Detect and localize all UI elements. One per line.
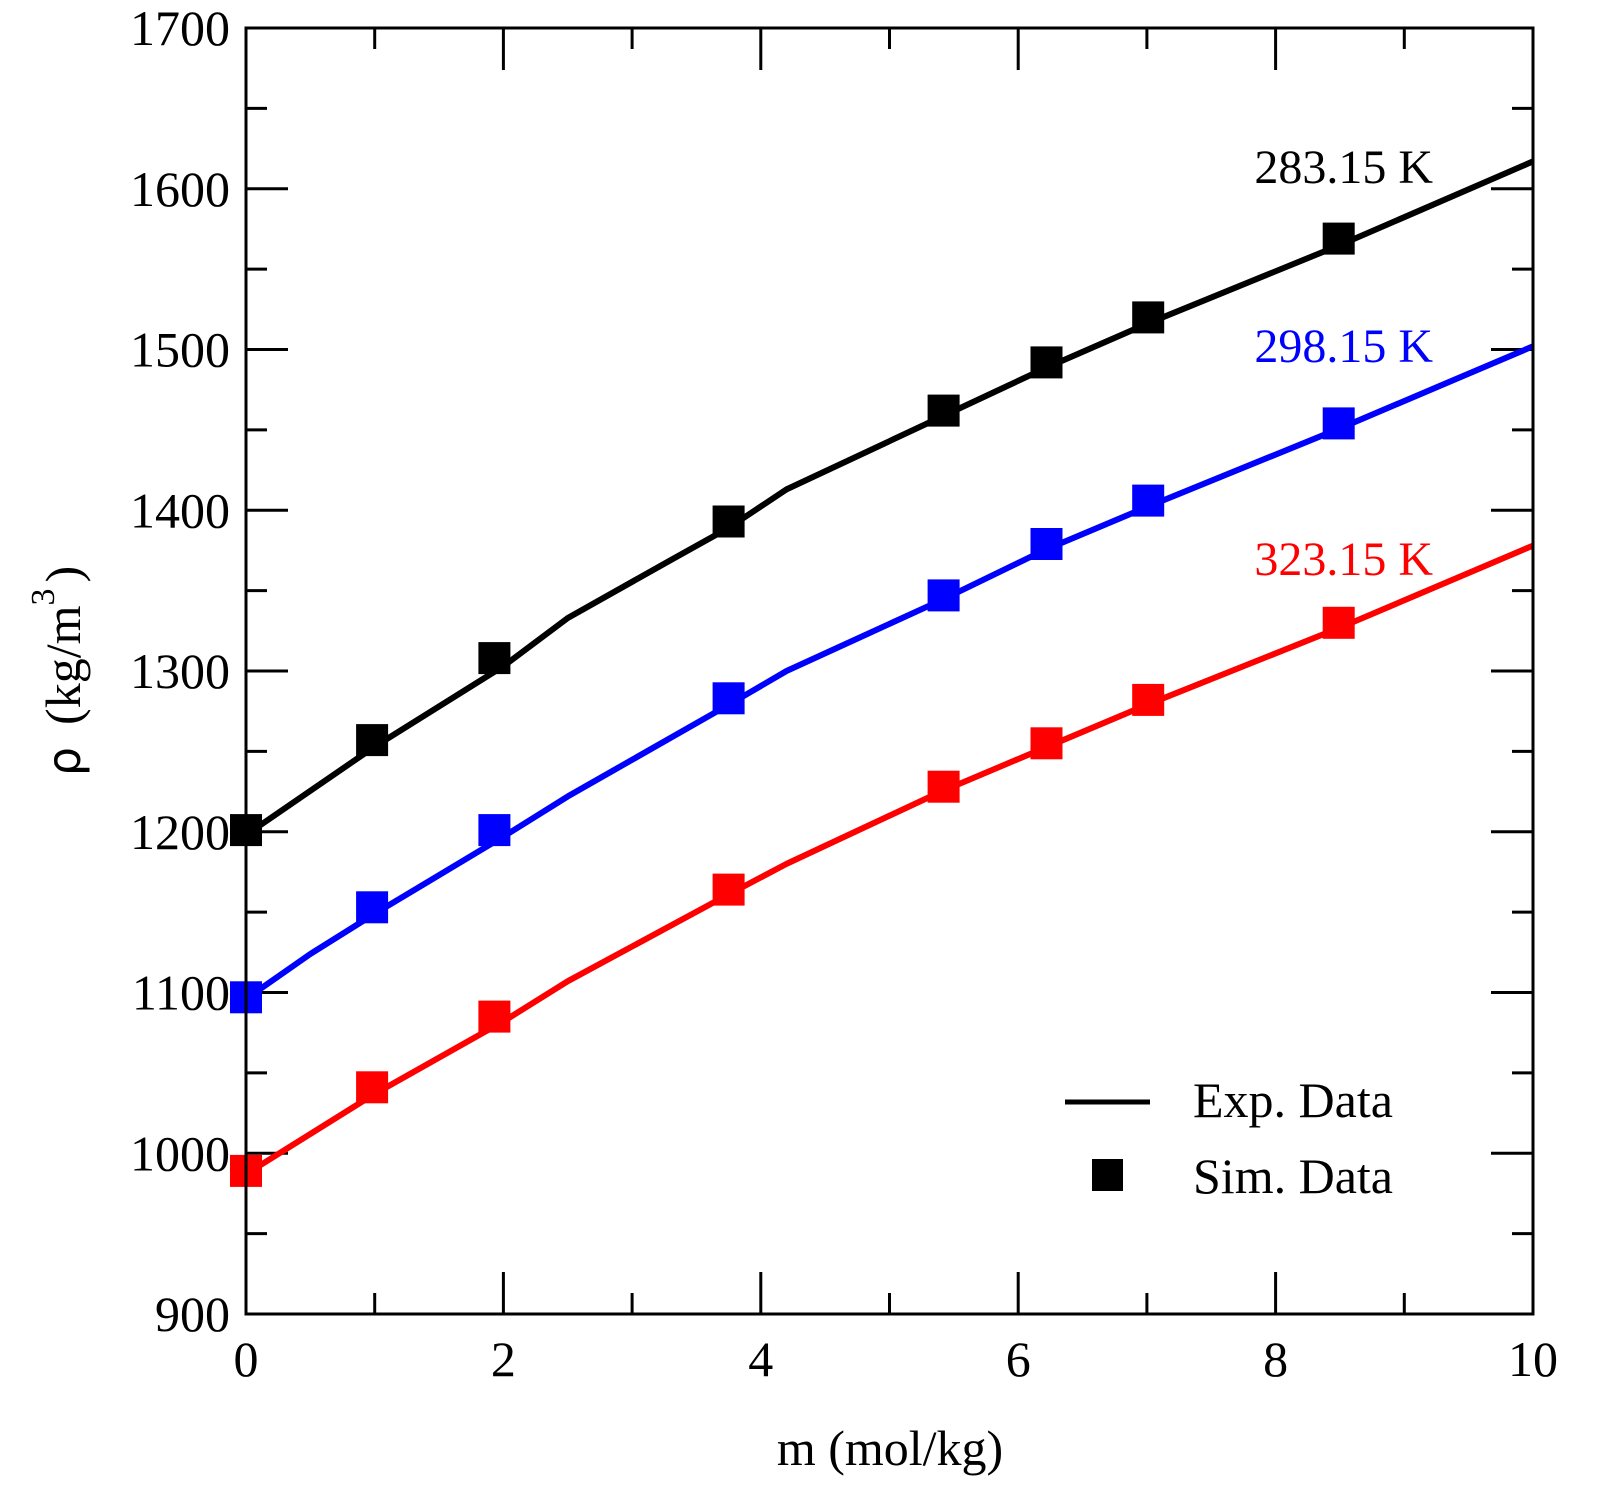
sim-data-point [478,1000,511,1033]
y-tick-label: 1700 [130,0,230,56]
sim-data-point [1132,301,1165,334]
sim-data-point [478,814,511,847]
x-tick-label: 2 [491,1331,516,1387]
series-layer [230,158,1535,1187]
y-tick-label: 1300 [130,643,230,699]
x-tick-label: 10 [1508,1331,1558,1387]
sim-data-point [712,873,745,906]
x-tick-label: 4 [748,1331,773,1387]
sim-data-point [712,682,745,715]
y-axis-symbol: ρ [37,747,91,776]
y-tick-label: 1400 [130,482,230,538]
tick-labels: 0 2 4 6 8 10 900 1000 1100 1200 1300 1400 1500 1600 17… [130,0,1558,1387]
sim-data-point [1322,222,1355,255]
y-axis-unit-close: ) [35,566,91,583]
sim-data-point [712,505,745,538]
sim-data-point [1132,484,1165,517]
legend: Exp. Data Sim. Data [1065,1072,1393,1204]
sim-data-point [1322,407,1355,440]
x-tick-label: 8 [1263,1331,1288,1387]
y-tick-label: 1600 [130,161,230,217]
y-tick-label: 1000 [130,1125,230,1181]
sim-data-point [927,394,960,427]
sim-data-point [356,1071,389,1104]
sim-data-point [927,579,960,612]
series-28315 [230,158,1535,847]
svg-text:ρ(kg/m3): ρ (kg/m3) [25,566,91,776]
x-axis-label: m (mol/kg) [777,1420,1003,1476]
series-32315 [230,542,1535,1187]
sim-data-point [927,770,960,803]
x-tick-label: 0 [234,1331,259,1387]
sim-data-point [1030,346,1063,379]
y-tick-label: 1200 [130,804,230,860]
y-tick-label: 1100 [132,965,230,1021]
series-29815 [230,343,1535,1014]
y-axis-label: ρ (kg/m3) [25,566,91,776]
series-label-323: 323.15 K [1254,533,1433,586]
sim-data-point [1030,528,1063,560]
sim-data-point [1132,683,1165,716]
series-label-298: 298.15 K [1254,320,1433,373]
sim-data-point [1030,727,1063,760]
legend-label-exp: Exp. Data [1193,1072,1393,1128]
sim-data-point [1322,606,1355,639]
sim-data-point [478,642,511,675]
exp-data-line [244,542,1535,1177]
x-tick-label: 6 [1006,1331,1031,1387]
y-axis-unit: (kg/m [35,605,91,725]
sim-data-point [356,724,389,757]
series-label-283: 283.15 K [1254,141,1433,194]
y-axis-unit-exponent: 3 [25,589,62,606]
exp-data-line [244,158,1535,838]
sim-data-point [356,891,389,924]
legend-square-icon [1092,1159,1123,1191]
y-tick-label: 900 [155,1286,230,1342]
legend-label-sim: Sim. Data [1193,1148,1393,1204]
plot-frame [244,26,1535,1316]
y-tick-label: 1500 [130,322,230,378]
